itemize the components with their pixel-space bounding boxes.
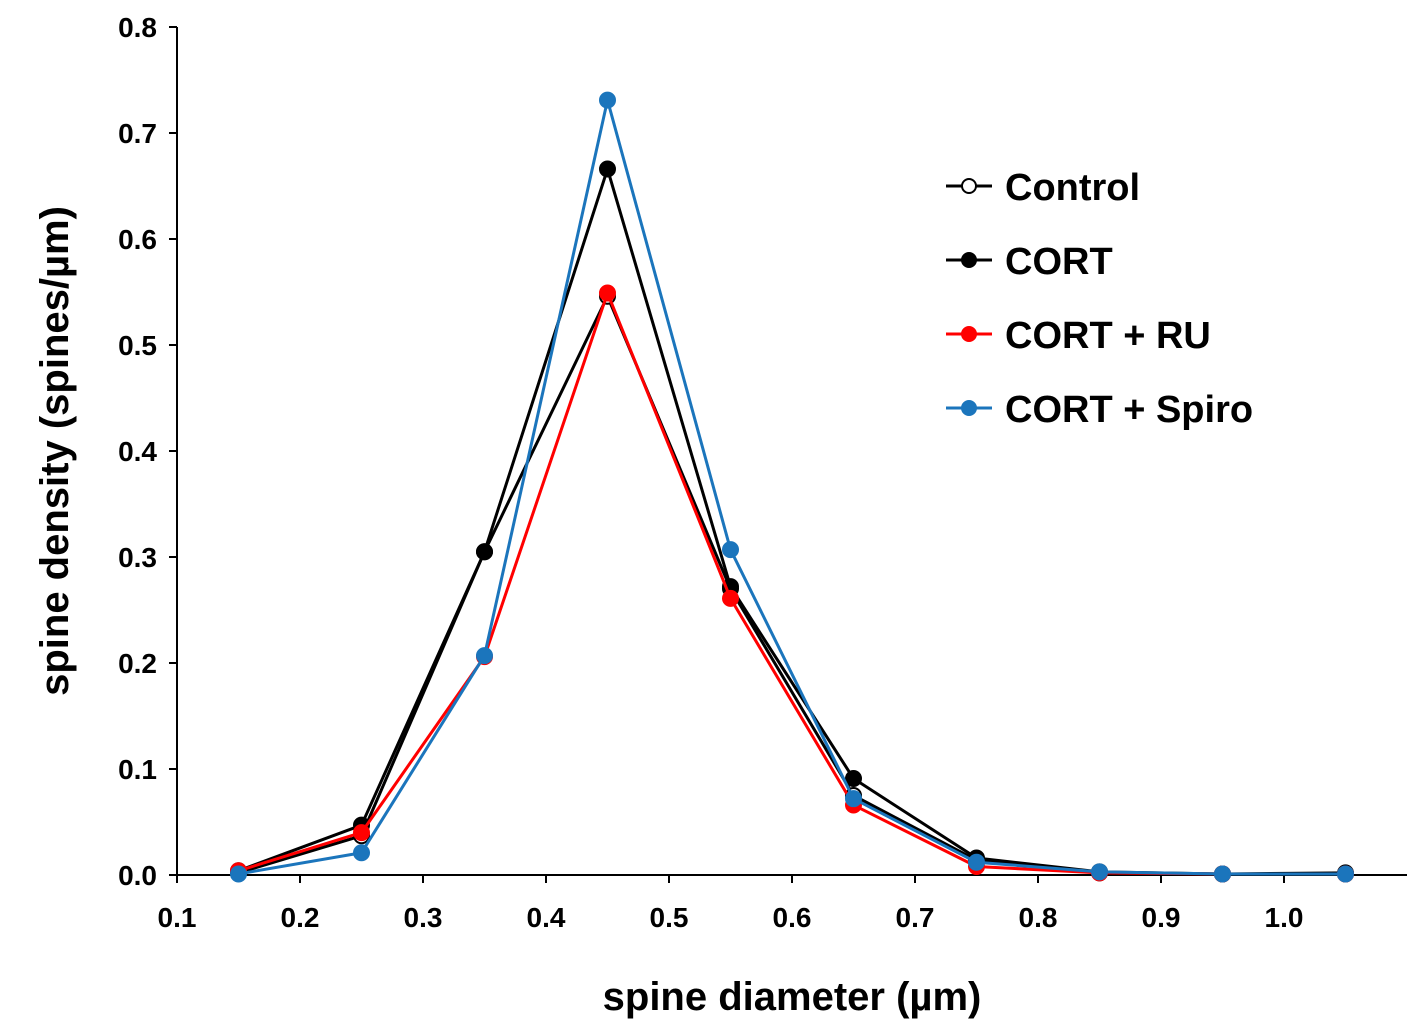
y-tick-label: 0.2 [118,648,157,679]
x-tick-label: 0.1 [158,902,197,933]
data-point [722,541,739,559]
series-line [238,291,1346,876]
data-point [1214,865,1231,883]
legend-label: Control [1005,167,1140,209]
data-point [476,647,493,665]
legend: Control CORT CORT + RU CORT + Spiro [946,167,1253,431]
data-point [845,790,862,808]
y-tick-label: 0.5 [118,330,157,361]
legend-marker [961,326,977,342]
legend-item: CORT [946,241,1113,283]
legend-item: CORT + RU [946,315,1211,357]
x-tick-label: 0.7 [896,902,935,933]
y-tick-label: 0.8 [118,12,157,43]
legend-marker [961,178,977,194]
legend-item: Control [946,167,1140,209]
series-1 [230,160,1354,883]
x-tick-label: 0.6 [773,902,812,933]
data-point [968,853,985,871]
data-point [1091,863,1108,881]
y-axis-title: spine density (spines/µm) [33,206,77,696]
legend-label: CORT [1005,241,1113,283]
legend-label: CORT + Spiro [1005,389,1253,431]
data-point [230,865,247,883]
x-tick-label: 0.8 [1019,902,1058,933]
x-tick-label: 0.2 [281,902,320,933]
x-ticks: 0.1 0.2 0.3 0.4 0.5 0.6 0.7 0.8 0.9 1.0 [158,875,1304,933]
data-point [353,824,370,842]
series-group [230,91,1354,883]
y-tick-label: 0.0 [118,860,157,891]
axes [176,27,1407,876]
x-tick-label: 0.5 [650,902,689,933]
x-tick-label: 1.0 [1265,902,1304,933]
y-tick-label: 0.1 [118,754,157,785]
y-tick-label: 0.3 [118,542,157,573]
legend-label: CORT + RU [1005,315,1211,357]
data-point [845,770,862,788]
legend-marker [961,400,977,416]
x-tick-label: 0.9 [1142,902,1181,933]
data-point [476,543,493,561]
y-tick-label: 0.7 [118,118,157,149]
data-point [599,284,616,302]
y-ticks: 0.0 0.1 0.2 0.3 0.4 0.5 0.6 0.7 0.8 [118,12,177,891]
y-tick-label: 0.6 [118,224,157,255]
data-point [1337,865,1354,883]
x-axis-title: spine diameter (µm) [603,975,982,1019]
x-tick-label: 0.4 [527,902,566,933]
series-line [237,167,1346,876]
data-point [353,844,370,862]
legend-item: CORT + Spiro [946,389,1253,431]
y-tick-label: 0.4 [118,436,157,467]
legend-marker [961,252,977,268]
series-3 [230,91,1354,883]
data-point [722,589,739,607]
x-tick-label: 0.3 [404,902,443,933]
series-line [238,294,1346,876]
data-point [599,160,616,178]
series-line [238,98,1346,876]
data-point [599,91,616,109]
